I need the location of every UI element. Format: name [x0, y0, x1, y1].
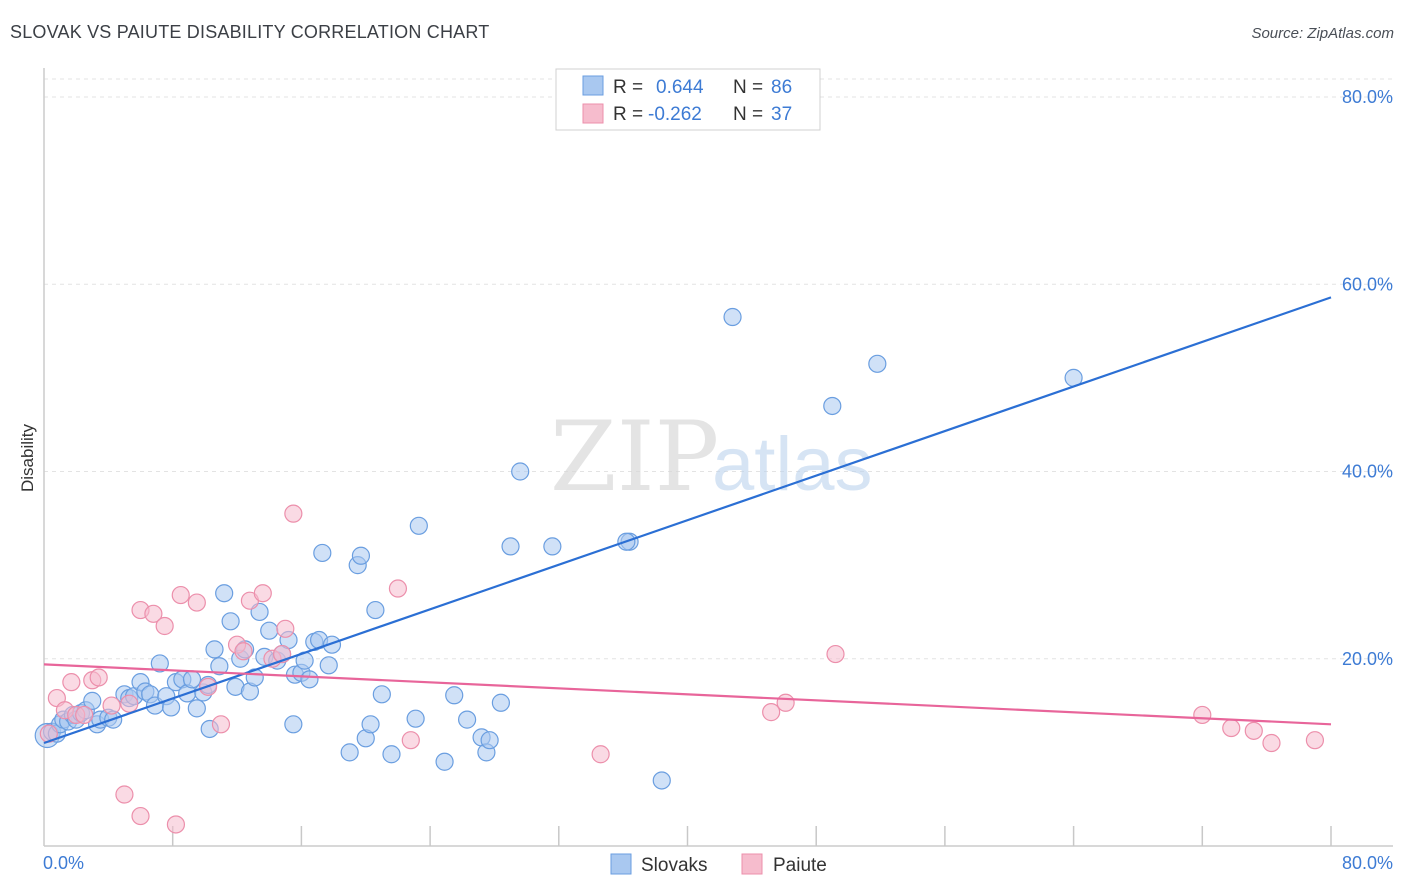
paiute-point: [762, 703, 781, 722]
paiute-point: [144, 604, 163, 623]
paiute-point: [171, 585, 190, 605]
slovaks-point: [187, 699, 206, 718]
y-tick-label-20: 20.0%: [1342, 649, 1393, 669]
x-tick-label-1: 80.0%: [1342, 853, 1393, 873]
legend-swatch-slovaks: [582, 75, 604, 96]
slovaks-point: [480, 731, 499, 750]
paiute-point: [115, 785, 134, 804]
paiute-point: [284, 504, 303, 523]
slovaks-points: [34, 106, 1083, 790]
legend-swatch-paiute: [582, 103, 604, 124]
paiute-trend-line: [43, 663, 1332, 726]
bottom-legend-label-paiute: Paiute: [773, 855, 827, 876]
slovaks-point: [501, 537, 520, 556]
x-tick-label-0: 0.0%: [43, 853, 84, 873]
paiute-point: [388, 579, 408, 598]
legend-n-value-slovaks: 86: [771, 77, 792, 98]
slovaks-point: [372, 685, 391, 704]
paiute-point: [1193, 705, 1212, 725]
slovaks-point: [221, 612, 240, 631]
slovaks-point: [361, 715, 380, 734]
paiute-point: [102, 696, 121, 715]
legend-r-label-paiute: R =: [613, 104, 643, 125]
legend-r-value-paiute: -0.262: [648, 104, 702, 125]
paiute-point: [187, 593, 206, 612]
slovaks-point: [340, 743, 359, 762]
paiute-point: [211, 715, 231, 734]
slovaks-point: [652, 771, 671, 790]
slovaks-point: [300, 670, 319, 689]
trend-layer: [43, 296, 1332, 745]
slovaks-point: [406, 709, 425, 728]
slovaks-point: [260, 621, 279, 640]
paiute-point: [120, 694, 139, 713]
paiute-point: [776, 693, 795, 712]
bottom-legend-swatch-paiute: [741, 853, 763, 875]
slovaks-point: [150, 654, 169, 673]
slovaks-point: [322, 635, 342, 654]
slovaks-point: [215, 584, 234, 603]
paiute-point: [234, 642, 253, 661]
chart-title: SLOVAK VS PAIUTE DISABILITY CORRELATION …: [10, 22, 490, 42]
grid-layer: [44, 78, 1393, 660]
legend-n-value-paiute: 37: [771, 104, 792, 125]
legend-n-label-paiute: N =: [733, 104, 763, 125]
slovaks-point: [435, 752, 454, 771]
paiute-point: [401, 731, 420, 750]
paiute-point: [591, 745, 610, 764]
paiute-point: [75, 705, 94, 725]
axis-layer: [43, 68, 1393, 847]
slovaks-point: [83, 691, 102, 710]
slovaks-point: [351, 546, 371, 565]
slovaks-point: [543, 537, 562, 556]
paiute-points: [39, 504, 1325, 834]
slovaks-point: [313, 543, 332, 563]
y-axis-title: Disability: [18, 423, 37, 492]
slovaks-point: [723, 307, 742, 327]
bottom-legend-swatch-slovaks: [610, 853, 632, 875]
y-tick-label-60: 60.0%: [1342, 274, 1393, 294]
paiute-point: [253, 584, 272, 603]
slovaks-point: [284, 715, 303, 734]
watermark-zip: ZIP: [550, 401, 719, 513]
y-tick-label-40: 40.0%: [1342, 462, 1393, 482]
slovaks-point: [491, 693, 510, 712]
slovaks-point: [511, 462, 530, 481]
bottom-legend: Slovaks Paiute: [610, 853, 827, 876]
watermark: ZIP atlas: [550, 401, 873, 513]
bottom-legend-label-slovaks: Slovaks: [641, 855, 708, 876]
paiute-point: [1262, 733, 1281, 753]
paiute-point: [1305, 731, 1325, 750]
paiute-point: [1222, 718, 1241, 738]
slovaks-point: [823, 396, 842, 416]
paiute-point: [276, 619, 295, 638]
source-label: Source: ZipAtlas.com: [1251, 25, 1394, 42]
legend-r-label-slovaks: R =: [613, 77, 643, 98]
slovaks-point: [409, 516, 428, 535]
slovaks-trend-line: [43, 296, 1332, 745]
paiute-point: [1244, 721, 1263, 740]
slovaks-point: [382, 745, 401, 764]
paiute-point: [155, 616, 174, 636]
slovaks-point: [445, 686, 464, 705]
legend-r-value-slovaks: 0.644: [656, 77, 704, 98]
slovaks-point: [205, 640, 224, 659]
paiute-point: [62, 673, 81, 692]
top-legend: R = 0.644 N = 86 R = -0.262 N = 37: [555, 68, 821, 131]
legend-n-label-slovaks: N =: [733, 77, 763, 98]
paiute-point: [131, 806, 150, 826]
slovaks-point: [366, 600, 385, 620]
y-tick-label-80: 80.0%: [1342, 87, 1393, 107]
paiute-point: [826, 644, 845, 664]
slovaks-point: [868, 354, 887, 373]
slovaks-point: [210, 657, 229, 676]
slovaks-point: [319, 656, 338, 675]
paiute-point: [166, 815, 186, 834]
slovaks-point: [458, 710, 477, 729]
paiute-point: [89, 668, 108, 687]
